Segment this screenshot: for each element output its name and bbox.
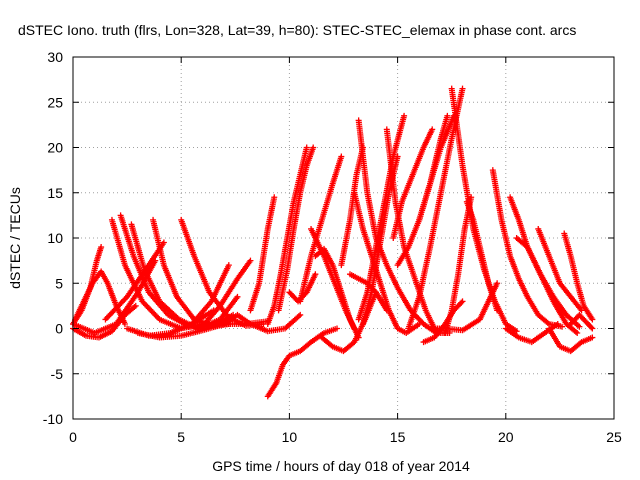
- series-arc34: [405, 85, 466, 332]
- series-arc45: [535, 225, 585, 314]
- data-point: [589, 316, 596, 323]
- series-arc46: [546, 325, 596, 355]
- data-point: [468, 194, 475, 201]
- data-point: [513, 328, 520, 335]
- series-arc18: [275, 144, 317, 314]
- data-point: [271, 194, 278, 201]
- data-point: [334, 325, 341, 332]
- x-tick-label: 25: [606, 429, 622, 445]
- y-tick-label: -10: [43, 411, 63, 427]
- y-tick-label: -5: [51, 366, 64, 382]
- series-arc27: [351, 189, 423, 337]
- x-tick-label: 5: [177, 429, 185, 445]
- series-arc13: [199, 257, 254, 329]
- data-point: [132, 302, 139, 309]
- series-arc19: [264, 325, 341, 400]
- series-arc15: [221, 311, 304, 335]
- series-arc40: [427, 280, 501, 334]
- x-axis-label: GPS time / hours of day 018 of year 2014: [212, 458, 470, 474]
- y-axis-label: dSTEC / TECUs: [7, 187, 23, 289]
- arc-marker: [588, 324, 595, 331]
- data-point: [394, 153, 401, 160]
- data-point: [559, 323, 566, 330]
- data-point: [338, 153, 345, 160]
- series-arc12: [167, 262, 232, 337]
- y-tick-label: 20: [47, 140, 63, 156]
- series-arc35: [416, 112, 451, 223]
- data-point: [297, 311, 304, 318]
- chart-title: dSTEC Iono. truth (flrs, Lon=328, Lat=39…: [18, 22, 576, 38]
- data-point: [589, 325, 596, 332]
- data-point: [578, 307, 585, 314]
- y-tick-label: 10: [47, 230, 63, 246]
- series-arc48: [567, 311, 596, 332]
- data-point: [494, 307, 501, 314]
- data-point: [312, 271, 319, 278]
- data-point: [459, 298, 466, 305]
- data-point: [247, 257, 254, 264]
- data-point: [574, 330, 581, 337]
- y-tick-label: 15: [47, 185, 63, 201]
- series-arc41: [489, 167, 566, 330]
- data-point: [351, 325, 358, 332]
- data-point: [303, 144, 310, 151]
- data-point: [576, 323, 583, 330]
- axis-ticks: 0 5 10 15 20 25 -10 -5 0 5 10 15 20 25 30: [43, 49, 622, 445]
- data-point: [494, 280, 501, 287]
- data-point: [554, 320, 561, 327]
- data-point: [459, 85, 466, 92]
- series-arc32: [390, 126, 436, 241]
- data-point: [98, 244, 105, 251]
- data-point: [444, 112, 451, 119]
- series-arc16: [247, 194, 278, 314]
- series-arc09: [70, 257, 159, 337]
- data-point: [225, 262, 232, 269]
- y-tick-label: 25: [47, 94, 63, 110]
- data-point: [401, 112, 408, 119]
- arc-marker: [458, 299, 465, 306]
- y-tick-label: 30: [47, 49, 63, 65]
- data-point: [234, 293, 241, 300]
- series-arc21: [297, 153, 345, 305]
- data-point: [589, 334, 596, 341]
- x-tick-label: 20: [498, 429, 514, 445]
- x-tick-label: 10: [282, 429, 298, 445]
- series-arc23: [308, 225, 358, 332]
- data-point: [121, 320, 128, 327]
- series-arc10: [102, 239, 167, 323]
- x-tick-label: 15: [390, 429, 406, 445]
- x-tick-label: 0: [69, 429, 77, 445]
- series-arc47: [561, 230, 596, 323]
- y-tick-label: 0: [55, 321, 63, 337]
- data-points: [70, 85, 596, 400]
- y-tick-label: 5: [55, 275, 63, 291]
- data-point: [429, 126, 436, 133]
- data-point: [160, 239, 167, 246]
- data-point: [310, 144, 317, 151]
